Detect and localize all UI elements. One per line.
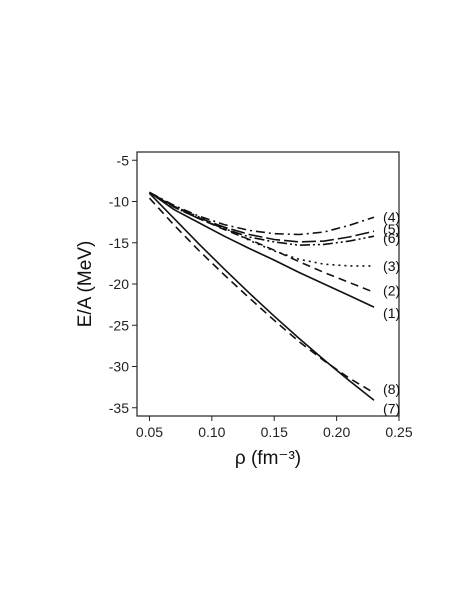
series-labels: (1) (2) (3) (4)(5)(6) (7) (8): [383, 209, 400, 416]
series-label: (6): [383, 230, 400, 246]
series-label: (7): [383, 400, 400, 416]
plot-frame: [136, 151, 400, 417]
y-axis-title: E/A (MeV): [75, 241, 96, 328]
x-tick-label: 0.15: [261, 424, 288, 440]
y-tick-label: -25: [109, 317, 129, 333]
series-label: (4): [383, 209, 400, 225]
x-axis-title: ρ (fm⁻³): [235, 448, 301, 469]
x-tick-label: 0.10: [198, 424, 225, 440]
x-axis: 0.05 0.10 0.15 0.20 0.25: [136, 416, 413, 440]
series-line: [149, 191, 375, 246]
y-tick-label: -10: [109, 194, 129, 210]
series-label: (5): [383, 221, 400, 237]
y-axis: -5 -10 -15 -20 -25 -30 -35: [109, 152, 137, 416]
y-tick-label: -15: [109, 235, 129, 251]
series-line: [149, 191, 375, 308]
series-label: (2): [383, 282, 400, 298]
series-line: [149, 191, 375, 294]
x-tick-label: 0.20: [323, 424, 350, 440]
series-label: (1): [383, 305, 400, 321]
x-tick-label: 0.25: [385, 424, 412, 440]
y-tick-label: -30: [109, 359, 129, 375]
series-line: [148, 192, 375, 401]
series-line: [149, 191, 375, 243]
y-tick-label: -5: [117, 152, 130, 168]
series-label: (8): [383, 381, 400, 397]
y-tick-label: -35: [109, 400, 129, 416]
y-tick-label: -20: [109, 276, 129, 292]
series-label: (3): [383, 258, 400, 274]
series-line: [149, 191, 375, 236]
x-tick-label: 0.05: [136, 424, 163, 440]
series-lines: [148, 191, 375, 401]
series-line: [148, 197, 375, 394]
